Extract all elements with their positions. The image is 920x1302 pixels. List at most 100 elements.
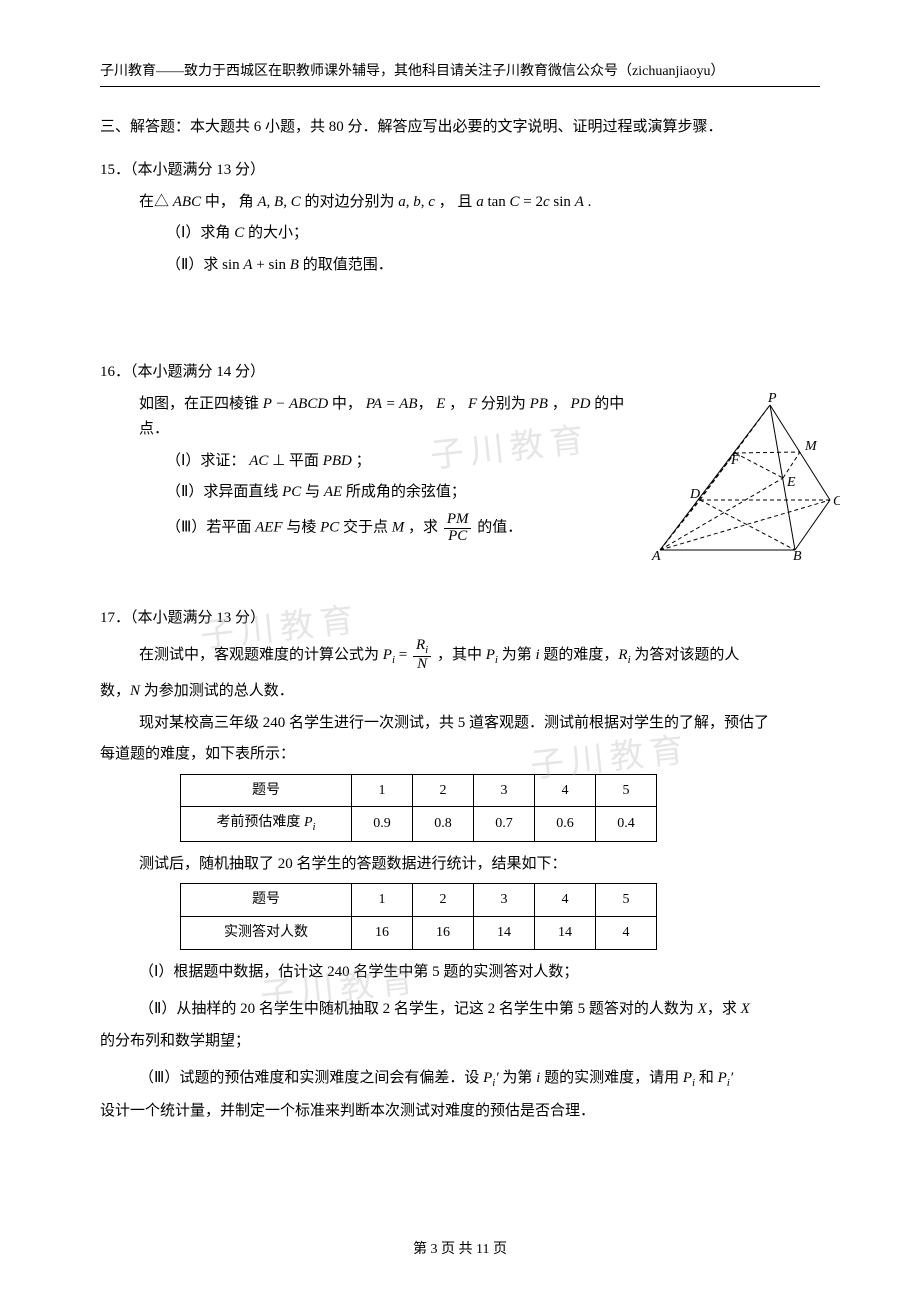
col: 3: [474, 884, 535, 917]
q17-stem-1: 在测试中，客观题难度的计算公式为 Pi = Ri N ，其中 Pi 为第 i 题…: [100, 638, 820, 673]
PC: PC: [320, 519, 339, 535]
P: P: [483, 1070, 492, 1086]
q17-stem-3: 测试后，随机抽取了 20 名学生的答题数据进行统计，结果如下：: [100, 852, 820, 878]
PC: PC: [282, 484, 301, 500]
val: 16: [352, 917, 413, 950]
q15-part-2: （Ⅱ）求 sin A + sin B 的取值范围．: [100, 253, 820, 279]
col: 1: [352, 884, 413, 917]
section-3-heading: 三、解答题：本大题共 6 小题，共 80 分．解答应写出必要的文字说明、证明过程…: [100, 115, 820, 141]
denominator: N: [413, 657, 431, 673]
C: C: [234, 225, 244, 241]
page-current: 3: [431, 1242, 438, 1257]
c: c: [543, 194, 550, 210]
dot: .: [584, 194, 592, 210]
abc: ABC: [173, 194, 201, 210]
question-16: 16．（本小题满分 14 分） 如图，在正四棱锥 P − ABCD 中， PA …: [100, 360, 820, 544]
a: a: [398, 194, 406, 210]
label: （Ⅰ）求证：: [166, 453, 249, 469]
q15-stem: 在△ ABC 中， 角 A, B, C 的对边分别为 a, b, c ， 且 a…: [100, 190, 820, 216]
text: 的取值范围．: [299, 257, 393, 273]
Pi-prime: Pi′: [483, 1070, 499, 1086]
text: 所成角的余弦值；: [342, 484, 466, 500]
i: i: [425, 644, 428, 656]
text: 与棱: [283, 519, 321, 535]
C: C: [510, 194, 520, 210]
text: ， 且: [435, 194, 476, 210]
Pi: Pi: [383, 647, 395, 663]
text: 题的难度，: [540, 647, 619, 663]
X: X: [698, 1001, 707, 1017]
text: 中， 角: [201, 194, 257, 210]
question-15: 15．（本小题满分 13 分） 在△ ABC 中， 角 A, B, C 的对边分…: [100, 158, 820, 278]
val: 0.4: [596, 807, 657, 841]
text: 在测试中，客观题难度的计算公式为: [139, 647, 383, 663]
PD: PD: [570, 396, 590, 412]
denominator: PC: [444, 529, 472, 545]
label-F: F: [730, 453, 740, 468]
q17-number: 17．（本小题满分 13 分）: [100, 606, 820, 632]
label-P: P: [767, 391, 777, 406]
table-row: 题号 1 2 3 4 5: [181, 884, 657, 917]
pyramid-svg: P M F E D C A B: [640, 390, 840, 560]
comma: ,: [267, 194, 275, 210]
F: F: [468, 396, 477, 412]
C: C: [291, 194, 301, 210]
text: （Ⅱ）从抽样的 20 名学生中随机抽取 2 名学生，记这 2 名学生中第 5 题…: [139, 1001, 698, 1017]
q16-figure: P M F E D C A B: [640, 390, 840, 570]
text: ，其中: [437, 647, 486, 663]
text: 的对边分别为: [301, 194, 399, 210]
text: 页: [489, 1242, 507, 1257]
Pi: Pi: [683, 1070, 695, 1086]
text: 在△: [139, 194, 173, 210]
col: 5: [596, 884, 657, 917]
eq: =: [395, 647, 411, 663]
q17-stem-2: 现对某校高三年级 240 名学生进行一次测试，共 5 道客观题．测试前根据对学生…: [100, 711, 820, 737]
P: P: [683, 1070, 692, 1086]
q17-stem-1b: 数，N 为参加测试的总人数．: [100, 679, 820, 705]
q15-number: 15．（本小题满分 13 分）: [100, 158, 820, 184]
text: 中，: [328, 396, 366, 412]
q16-part-2: （Ⅱ）求异面直线 PC 与 AE 所成角的余弦值；: [100, 480, 666, 506]
text: ；: [352, 453, 371, 469]
val: 4: [596, 917, 657, 950]
row-label: 实测答对人数: [181, 917, 352, 950]
text: 题的实测难度，请用: [540, 1070, 683, 1086]
val: 16: [413, 917, 474, 950]
text: 分别为: [477, 396, 530, 412]
label: （Ⅲ）若平面: [166, 519, 255, 535]
page: 子川教育——致力于西城区在职教师课外辅导，其他科目请关注子川教育微信公众号（zi…: [0, 0, 920, 1302]
q17-table-1: 题号 1 2 3 4 5 考前预估难度 Pi 0.9 0.8 0.7 0.6 0…: [180, 774, 657, 842]
text: 交于点: [339, 519, 392, 535]
q16-number: 16．（本小题满分 14 分）: [100, 360, 820, 386]
text: 与: [301, 484, 324, 500]
label-A: A: [651, 549, 661, 560]
prime: ′: [730, 1070, 733, 1086]
spacer: [100, 314, 820, 360]
label-D: D: [689, 487, 700, 502]
text: ，求: [404, 519, 442, 535]
b: b: [413, 194, 421, 210]
text: ，求: [707, 1001, 741, 1017]
eq: = 2: [520, 194, 543, 210]
a: a: [476, 194, 484, 210]
page-total: 11: [476, 1242, 489, 1257]
col: 2: [413, 774, 474, 807]
text: 如图，在正四棱锥: [139, 396, 263, 412]
q17-part-3b: 设计一个统计量，并制定一个标准来判断本次测试对难度的预估是否合理．: [100, 1099, 820, 1125]
val: 0.8: [413, 807, 474, 841]
q17-part-2b: 的分布列和数学期望；: [100, 1029, 820, 1055]
Pi: Pi: [486, 647, 498, 663]
text: 的大小；: [244, 225, 308, 241]
val: 0.9: [352, 807, 413, 841]
text: ，: [445, 396, 468, 412]
N: N: [130, 683, 140, 699]
text: 为参加测试的总人数．: [140, 683, 294, 699]
text: 考前预估难度: [216, 815, 304, 830]
c: c: [428, 194, 435, 210]
comma: ,: [283, 194, 291, 210]
P: P: [304, 815, 313, 830]
question-17: 17．（本小题满分 13 分） 在测试中，客观题难度的计算公式为 Pi = Ri…: [100, 606, 820, 1124]
A: A: [575, 194, 584, 210]
Ri: Ri: [618, 647, 630, 663]
page-header: 子川教育——致力于西城区在职教师课外辅导，其他科目请关注子川教育微信公众号（zi…: [100, 60, 820, 87]
